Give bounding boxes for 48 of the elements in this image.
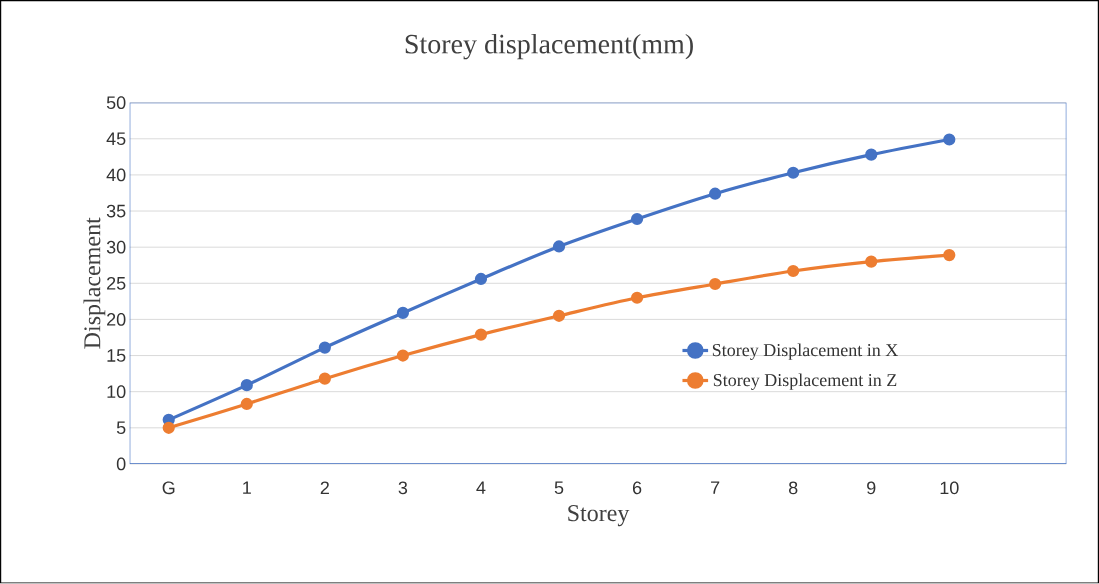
point [318,341,331,354]
point [240,379,253,392]
legend-label: Storey Displacement in Z [713,373,897,391]
point [709,278,722,291]
x-tick-label: 3 [398,481,408,495]
y-tick-label: 25 [107,277,126,290]
x-tick-label: 2 [320,481,329,495]
y-tick-label: 20 [107,313,126,326]
point [240,398,253,411]
point [396,349,409,362]
point [552,240,566,253]
x-tick-label: 10 [940,481,959,495]
y-tick-label: 15 [107,349,126,363]
x-tick-label: 8 [788,481,798,495]
legend-label: Storey Displacement in X [712,343,898,361]
y-axis-title: Displacement [83,217,106,349]
y-tick-label: 40 [106,168,126,182]
point [709,187,722,200]
y-tick-label: 10 [107,385,126,399]
x-tick-label: 4 [476,481,486,495]
point [474,328,488,341]
x-tick-label: 9 [867,481,876,495]
x-tick-label: 1 [243,481,251,495]
chart-title: Storey displacement(mm) [405,34,693,60]
point [865,255,878,268]
point [474,273,488,286]
point [787,265,800,278]
x-axis-title: Storey [568,505,630,527]
x-tick-label: G [162,481,175,495]
y-tick-label: 5 [116,421,126,435]
point [630,213,644,226]
y-tick-label: 0 [116,457,126,471]
y-tick-label: 35 [106,204,126,218]
point [318,372,331,385]
point [396,307,409,320]
point [943,133,956,146]
y-tick-label: 45 [106,132,126,146]
y-tick-label: 30 [106,240,126,254]
point [162,421,175,435]
x-tick-label: 7 [711,481,720,495]
point [943,249,956,262]
point [552,309,566,323]
x-tick-label: 5 [554,481,564,495]
y-tick-label: 50 [106,96,126,110]
point [630,291,644,305]
point [865,148,878,161]
x-tick-label: 6 [632,481,642,495]
point [787,166,800,180]
